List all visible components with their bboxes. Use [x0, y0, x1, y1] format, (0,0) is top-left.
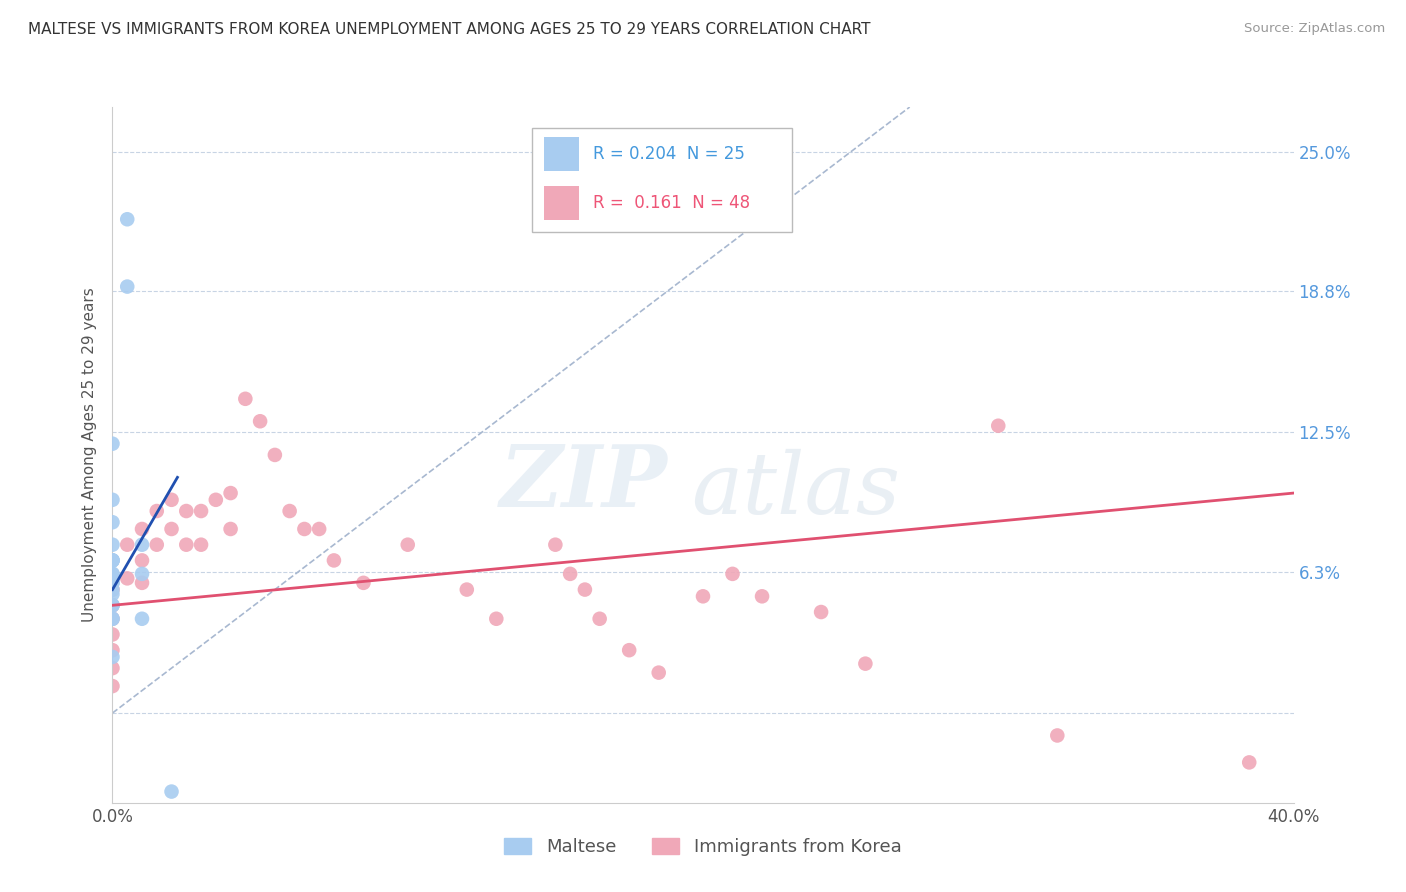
- Point: [308, 522, 330, 536]
- Point: [101, 553, 124, 567]
- Y-axis label: Unemployment Among Ages 25 to 29 years: Unemployment Among Ages 25 to 29 years: [82, 287, 97, 623]
- Point: [101, 612, 124, 626]
- Point: [396, 538, 419, 552]
- Point: [101, 553, 124, 567]
- Point: [855, 657, 877, 671]
- Point: [264, 448, 287, 462]
- Point: [117, 279, 138, 293]
- Point: [278, 504, 301, 518]
- Text: atlas: atlas: [692, 449, 900, 531]
- FancyBboxPatch shape: [531, 128, 792, 232]
- Point: [101, 538, 124, 552]
- Point: [544, 538, 567, 552]
- Point: [131, 522, 153, 536]
- Point: [131, 538, 153, 552]
- Point: [352, 575, 374, 590]
- Point: [233, 392, 256, 406]
- Point: [117, 538, 138, 552]
- Point: [117, 212, 138, 227]
- Legend: Maltese, Immigrants from Korea: Maltese, Immigrants from Korea: [498, 830, 908, 863]
- Point: [160, 492, 183, 507]
- Point: [101, 661, 124, 675]
- Point: [101, 679, 124, 693]
- Point: [101, 436, 124, 450]
- Point: [558, 566, 582, 581]
- Point: [101, 575, 124, 590]
- Text: Source: ZipAtlas.com: Source: ZipAtlas.com: [1244, 22, 1385, 36]
- Point: [101, 566, 124, 581]
- Point: [456, 582, 478, 597]
- Point: [160, 522, 183, 536]
- Point: [647, 665, 671, 680]
- Text: R =  0.161  N = 48: R = 0.161 N = 48: [593, 194, 751, 212]
- Point: [174, 504, 197, 518]
- Point: [101, 627, 124, 641]
- Point: [751, 590, 773, 604]
- Point: [101, 582, 124, 597]
- Point: [190, 504, 212, 518]
- Point: [249, 414, 271, 428]
- Point: [721, 566, 744, 581]
- Text: MALTESE VS IMMIGRANTS FROM KOREA UNEMPLOYMENT AMONG AGES 25 TO 29 YEARS CORRELAT: MALTESE VS IMMIGRANTS FROM KOREA UNEMPLO…: [28, 22, 870, 37]
- Point: [101, 553, 124, 567]
- Text: ZIP: ZIP: [499, 441, 668, 524]
- Point: [619, 643, 641, 657]
- Point: [117, 571, 138, 585]
- Point: [323, 553, 346, 567]
- Point: [131, 612, 153, 626]
- Point: [146, 538, 169, 552]
- Point: [485, 612, 508, 626]
- Point: [101, 643, 124, 657]
- Point: [101, 599, 124, 613]
- Point: [101, 649, 124, 664]
- FancyBboxPatch shape: [544, 137, 579, 170]
- Point: [987, 418, 1010, 433]
- Point: [131, 575, 153, 590]
- Point: [574, 582, 596, 597]
- FancyBboxPatch shape: [544, 186, 579, 219]
- Point: [1046, 729, 1069, 743]
- Point: [810, 605, 832, 619]
- Point: [131, 553, 153, 567]
- Point: [101, 599, 124, 613]
- Point: [101, 515, 124, 529]
- Point: [101, 492, 124, 507]
- Point: [1239, 756, 1261, 770]
- Point: [101, 566, 124, 581]
- Point: [190, 538, 212, 552]
- Point: [101, 587, 124, 601]
- Point: [160, 784, 183, 798]
- Point: [692, 590, 714, 604]
- Point: [146, 504, 169, 518]
- Point: [292, 522, 315, 536]
- Text: R = 0.204  N = 25: R = 0.204 N = 25: [593, 145, 745, 163]
- Point: [101, 575, 124, 590]
- Point: [101, 612, 124, 626]
- Point: [219, 522, 242, 536]
- Point: [101, 599, 124, 613]
- Point: [101, 553, 124, 567]
- Point: [101, 612, 124, 626]
- Point: [174, 538, 197, 552]
- Point: [588, 612, 610, 626]
- Point: [101, 582, 124, 597]
- Point: [205, 492, 228, 507]
- Point: [219, 486, 242, 500]
- Point: [131, 566, 153, 581]
